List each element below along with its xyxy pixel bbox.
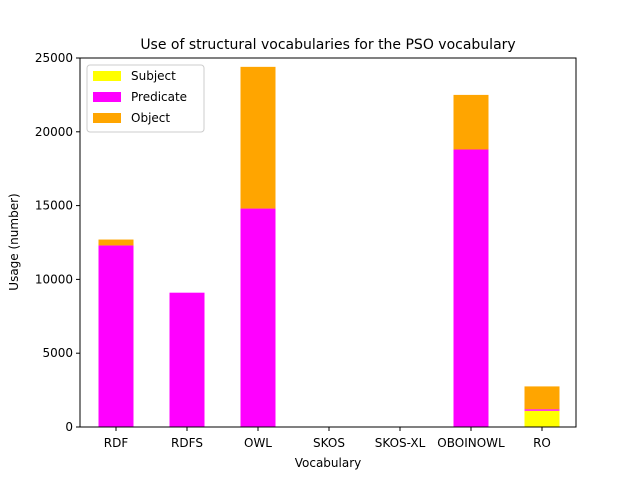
bar-predicate-owl xyxy=(240,208,276,427)
bar-object-ro xyxy=(524,386,560,410)
bar-predicate-rdfs xyxy=(169,292,205,427)
y-tick-label: 10000 xyxy=(35,272,73,286)
chart-title: Use of structural vocabularies for the P… xyxy=(140,37,515,53)
legend-label-predicate: Predicate xyxy=(131,90,187,104)
x-tick-label: SKOS-XL xyxy=(375,436,426,450)
bar-object-oboinowl xyxy=(453,94,489,150)
bar-predicate-oboinowl xyxy=(453,149,489,427)
legend-label-subject: Subject xyxy=(131,69,176,83)
bar-subject-ro xyxy=(524,410,560,427)
y-tick-label: 5000 xyxy=(42,346,73,360)
x-tick-label: OWL xyxy=(244,436,272,450)
legend-swatch-object xyxy=(93,113,121,123)
bar-predicate-ro xyxy=(524,409,560,411)
x-tick-label: SKOS xyxy=(313,436,345,450)
x-tick-label: RDF xyxy=(104,436,129,450)
bar-predicate-rdf xyxy=(98,245,134,427)
x-tick-label: OBOINOWL xyxy=(437,436,505,450)
y-tick-label: 15000 xyxy=(35,199,73,213)
y-tick-label: 25000 xyxy=(35,51,73,65)
bar-object-rdf xyxy=(98,239,134,246)
legend: Subject Predicate Object xyxy=(86,64,205,133)
legend-swatch-predicate xyxy=(93,92,121,102)
legend-label-object: Object xyxy=(131,111,170,125)
y-tick-label: 20000 xyxy=(35,125,73,139)
y-tick-label: 0 xyxy=(65,420,73,434)
x-tick-label: RO xyxy=(533,436,551,450)
plot-frame xyxy=(79,57,577,428)
y-axis-label: Usage (number) xyxy=(7,193,21,290)
x-tick-label: RDFS xyxy=(171,436,203,450)
plot-area: RDF RDFS OWL SKOS SKOS-XL OBOINOWL RO 0 5000 1000… xyxy=(35,51,560,450)
bar-object-owl xyxy=(240,66,276,209)
legend-swatch-subject xyxy=(93,71,121,81)
x-axis-label: Vocabulary xyxy=(295,456,362,470)
